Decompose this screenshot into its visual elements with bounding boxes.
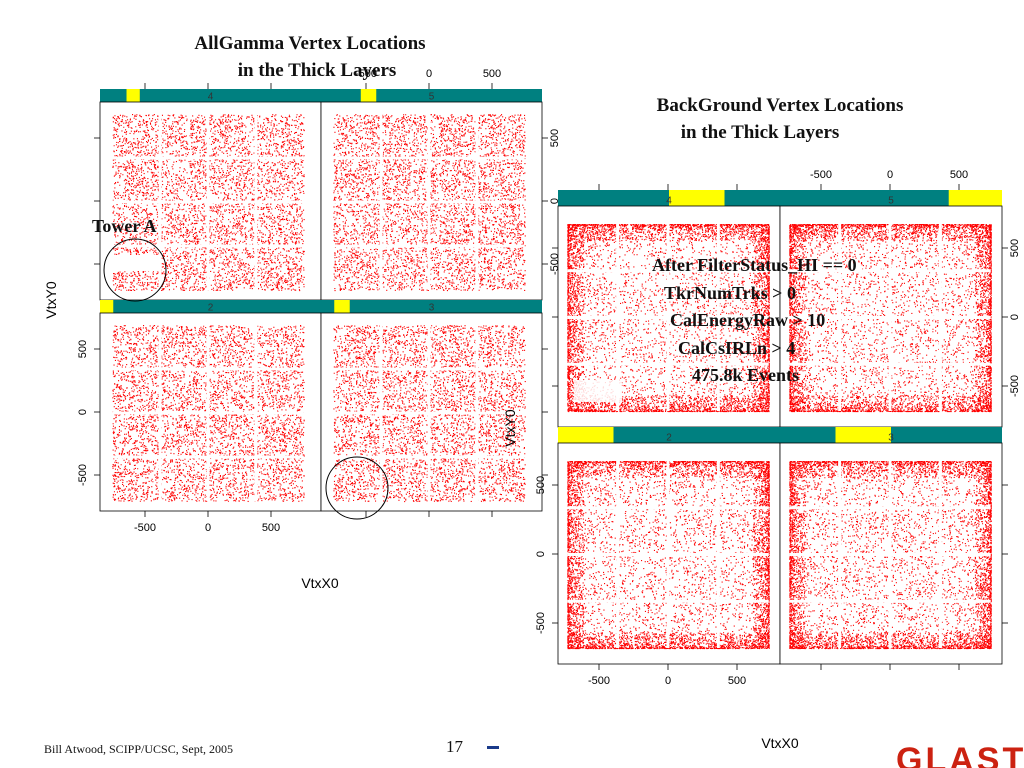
right-points-5: [789, 224, 992, 413]
left-y-tick-label: -500: [77, 464, 89, 486]
right-top-tick-label: -500: [810, 169, 832, 181]
right-panel-label: 3: [888, 433, 894, 444]
right-title-line2: in the Thick Layers: [680, 122, 840, 143]
cut-line-3: CalEnergyRaw > 10: [670, 310, 826, 330]
left-scatter-chart: 4 5 2 3 -500 -500 0 0 500 500 -500 -500 0 0 500 500 VtxX…: [43, 68, 560, 591]
right-points-4: [567, 224, 770, 413]
left-x-axis-label: VtxX0: [301, 575, 339, 591]
left-strip-marker: [126, 89, 140, 102]
glast-logo-text: GLAST: [896, 741, 1024, 768]
left-points-5: [333, 114, 526, 292]
left-panel-strip: [100, 300, 321, 313]
right-y-axis-label: VtxY0: [502, 409, 518, 447]
right-right-tick-label: 0: [1009, 314, 1021, 320]
left-title-line2: in the Thick Layers: [237, 60, 397, 81]
left-panel-label: 4: [208, 92, 214, 103]
right-empty-patch: [574, 380, 622, 402]
left-right-tick-label: 500: [549, 129, 560, 147]
right-panel-strip: [780, 190, 1002, 206]
cuts-annotation: After FilterStatus_HI == 0 TkrNumTrks > …: [652, 252, 857, 390]
tower-a-empty-band: [110, 255, 160, 271]
right-y-tick-label: 0: [535, 551, 547, 557]
left-panel-strip: [321, 300, 542, 313]
right-panel-label: 5: [888, 196, 894, 207]
right-panel-3: 3: [779, 427, 1003, 665]
glast-logo: GLAST: [890, 738, 1024, 768]
left-top-tick-label: 500: [483, 68, 501, 80]
right-y-tick-label: -500: [535, 612, 547, 634]
right-top-tick-label: 0: [887, 169, 893, 181]
left-x-tick-label: 0: [205, 522, 211, 534]
cut-line-4: CalCsIRLn > 4: [678, 337, 796, 358]
left-panel-5: 5: [320, 89, 543, 301]
right-strip-marker: [669, 190, 725, 206]
left-panel-strip: [100, 89, 321, 102]
right-scatter-chart: 4 5 2 3 -500 -500 0 0 500 500 -500 -500 0 0 500 500 VtxX…: [502, 169, 1021, 751]
cut-line-1: After FilterStatus_HI == 0: [652, 255, 857, 275]
left-points-4: [112, 114, 305, 292]
left-panel-label: 2: [208, 303, 214, 314]
footer-author: Bill Atwood, SCIPP/UCSC, Sept, 2005: [44, 742, 234, 756]
tower-region-circle: [325, 456, 389, 520]
right-title-line1: BackGround Vertex Locations: [656, 95, 904, 116]
right-points-3: [789, 461, 992, 650]
page-number: 17: [446, 737, 463, 756]
left-y-tick-label: 500: [77, 340, 89, 358]
right-panel-label: 2: [666, 433, 672, 444]
right-panel-label: 4: [666, 196, 672, 207]
left-axes: [94, 83, 548, 517]
left-points-3: [333, 325, 526, 503]
left-chart-title: AllGamma Vertex Locations in the Thick L…: [160, 30, 460, 84]
left-panel-label: 3: [429, 303, 435, 314]
left-panel-3: 3: [320, 300, 543, 512]
cut-line-2: TkrNumTrks > 0: [664, 282, 796, 303]
left-strip-marker: [334, 300, 350, 313]
right-x-axis-label: VtxX0: [761, 735, 799, 751]
right-panel-2: 2: [557, 427, 781, 665]
left-points-2: [112, 325, 305, 502]
right-strip-marker: [558, 427, 614, 443]
right-top-tick-label: 500: [950, 169, 968, 181]
tower-a-label: Tower A: [92, 216, 157, 236]
right-panel-5: 5: [779, 190, 1003, 428]
right-strip-marker: [835, 427, 891, 443]
left-x-tick-label: 500: [262, 522, 280, 534]
left-x-tick-label: -500: [134, 522, 156, 534]
right-right-tick-label: 500: [1009, 239, 1021, 257]
tower-a-circle: [103, 238, 167, 302]
right-y-tick-label: 500: [535, 476, 547, 494]
right-points-2: [567, 461, 770, 650]
left-strip-marker: [100, 300, 114, 313]
right-x-tick-label: -500: [588, 675, 610, 687]
right-x-tick-label: 0: [665, 675, 671, 687]
left-title-line1: AllGamma Vertex Locations: [194, 33, 426, 54]
left-top-tick-label: 0: [426, 68, 432, 80]
left-y-axis-label: VtxY0: [43, 281, 59, 319]
left-panel-label: 5: [429, 92, 435, 103]
left-right-tick-label: 0: [549, 198, 560, 204]
left-panel-2: 2: [99, 300, 322, 512]
cut-line-5: 475.8k Events: [692, 365, 800, 385]
left-right-tick-label: -500: [549, 253, 560, 275]
left-top-tick-label: -500: [355, 68, 377, 80]
left-y-tick-label: 0: [77, 409, 89, 415]
right-right-tick-label: -500: [1009, 375, 1021, 397]
right-strip-marker: [948, 190, 1002, 206]
left-strip-marker: [360, 89, 377, 102]
footer-rule: [487, 746, 499, 749]
right-x-tick-label: 500: [728, 675, 746, 687]
right-axes: [552, 184, 1008, 670]
right-chart-title: BackGround Vertex Locations in the Thick…: [620, 92, 940, 146]
